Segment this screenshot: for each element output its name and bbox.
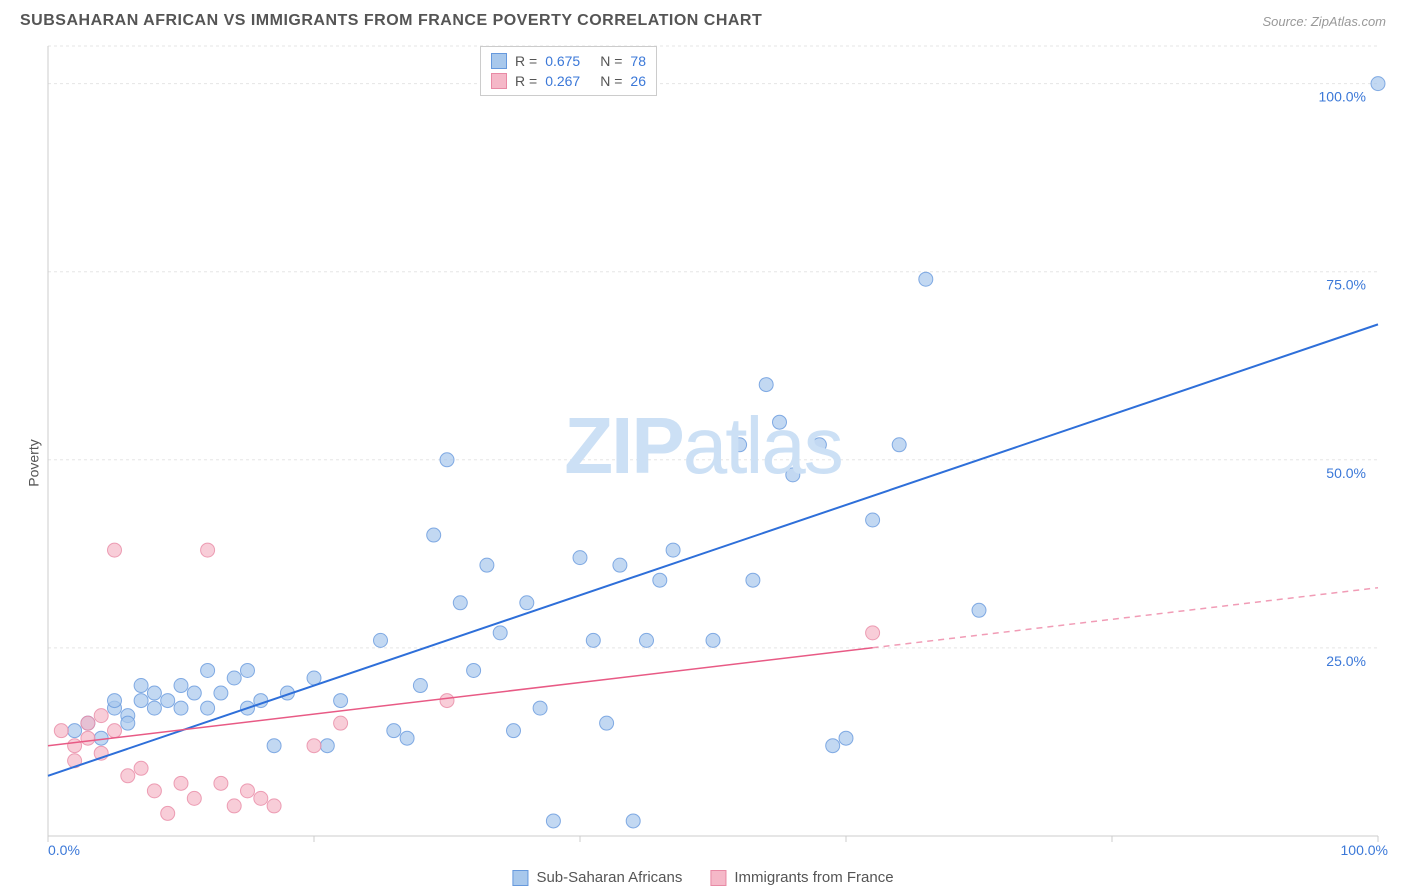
chart-container: Poverty ZIPatlas 25.0%50.0%75.0%100.0% R…: [0, 38, 1406, 888]
swatch-icon: [491, 53, 507, 69]
svg-text:100.0%: 100.0%: [1319, 89, 1366, 105]
x-axis-min-label: 0.0%: [48, 842, 80, 858]
series-legend: Sub-Saharan Africans Immigrants from Fra…: [512, 869, 893, 886]
swatch-icon: [710, 870, 726, 886]
legend-row: R = 0.675 N = 78: [491, 51, 646, 71]
legend-label: Immigrants from France: [734, 869, 893, 886]
y-axis-label: Poverty: [26, 439, 42, 486]
svg-text:25.0%: 25.0%: [1326, 653, 1366, 669]
n-value: 26: [630, 73, 646, 89]
scatter-plot: 25.0% 50.0% 75.0% 100.0%: [0, 38, 1406, 888]
legend-item: Sub-Saharan Africans: [512, 869, 682, 886]
legend-label: Sub-Saharan Africans: [536, 869, 682, 886]
chart-header: SUBSAHARAN AFRICAN VS IMMIGRANTS FROM FR…: [0, 0, 1406, 38]
chart-source: Source: ZipAtlas.com: [1262, 14, 1386, 29]
svg-text:75.0%: 75.0%: [1326, 277, 1366, 293]
r-value: 0.675: [545, 53, 580, 69]
svg-text:50.0%: 50.0%: [1326, 465, 1366, 481]
swatch-icon: [491, 73, 507, 89]
x-axis-max-label: 100.0%: [1341, 842, 1388, 858]
legend-row: R = 0.267 N = 26: [491, 71, 646, 91]
legend-item: Immigrants from France: [710, 869, 893, 886]
chart-title: SUBSAHARAN AFRICAN VS IMMIGRANTS FROM FR…: [20, 12, 762, 30]
n-value: 78: [630, 53, 646, 69]
r-value: 0.267: [545, 73, 580, 89]
correlation-legend: R = 0.675 N = 78 R = 0.267 N = 26: [480, 46, 657, 96]
swatch-icon: [512, 870, 528, 886]
